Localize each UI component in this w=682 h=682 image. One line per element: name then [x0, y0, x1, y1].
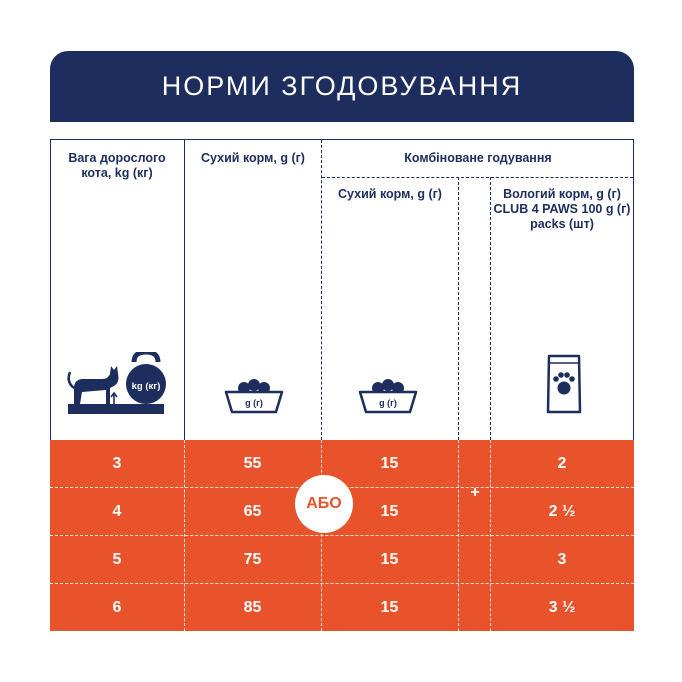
bowl-label: g (г): [245, 398, 263, 408]
dry-cell: 75: [243, 551, 262, 568]
column-divider: [458, 177, 459, 440]
column-header-dry: Сухий корм, g (г): [201, 151, 305, 165]
dry-cell: 55: [243, 455, 262, 472]
plus-sign: +: [470, 484, 480, 501]
column-divider: [490, 177, 491, 440]
table-row: 4 65 15 2 ½: [50, 488, 634, 535]
table-row: 6 85 15 3 ½: [50, 584, 634, 631]
column-divider: [184, 140, 185, 440]
left-border: [50, 140, 51, 440]
column-header-weight: Вага дорослого кота, kg (кг): [68, 151, 166, 180]
feeding-table-body: 3 55 15 2 4 65 15 2 ½ 5 75 15 3 6 85 15 …: [50, 440, 634, 631]
table-header: Вага дорослого кота, kg (кг) Сухий корм,…: [50, 139, 634, 441]
weight-cell: 6: [112, 599, 122, 616]
wet-cell: 2 ½: [548, 503, 576, 520]
page-title: НОРМИ ЗГОДОВУВАННЯ: [161, 71, 523, 101]
dry-cell: 85: [243, 599, 262, 616]
cat-kettlebell-icon: kg (кг): [67, 352, 166, 414]
table-row: 3 55 15 2: [50, 440, 634, 487]
combined-dry-cell: 15: [380, 599, 399, 616]
combined-divider: [322, 177, 633, 178]
column-divider: [321, 140, 322, 440]
kettlebell-label: kg (кг): [132, 381, 161, 392]
bowl-icon: g (г): [224, 379, 284, 414]
bowl-icon-combined: g (г): [358, 379, 418, 414]
combined-dry-cell: 15: [380, 551, 399, 568]
row-divider: [50, 535, 634, 536]
pouch-icon: [546, 354, 582, 414]
wet-cell: 2: [557, 455, 567, 472]
wet-cell: 3 ½: [548, 599, 576, 616]
or-badge: АБО: [295, 475, 353, 533]
header-banner: НОРМИ ЗГОДОВУВАННЯ: [50, 51, 634, 122]
table-row: 5 75 15 3: [50, 536, 634, 583]
wet-cell: 3: [557, 551, 567, 568]
combined-dry-cell: 15: [380, 503, 399, 520]
weight-cell: 4: [112, 503, 122, 520]
column-header-combined: Комбіноване годування: [404, 151, 552, 165]
combined-dry-cell: 15: [380, 455, 399, 472]
right-border: [633, 140, 634, 440]
column-header-wet: Вологий корм, g (г) CLUB 4 PAWS 100 g (г…: [493, 187, 631, 231]
row-divider: [50, 583, 634, 584]
column-header-combined-dry: Сухий корм, g (г): [338, 187, 442, 201]
bowl-label: g (г): [379, 398, 397, 408]
weight-cell: 5: [112, 551, 122, 568]
dry-cell: 65: [243, 503, 262, 520]
weight-cell: 3: [112, 455, 122, 472]
